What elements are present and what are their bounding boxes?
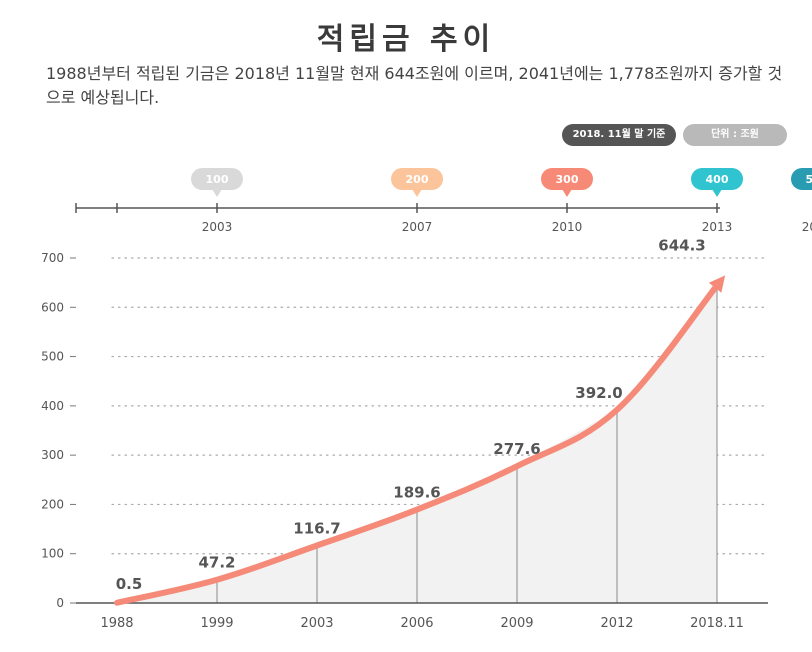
data-label: 116.7 bbox=[293, 519, 340, 537]
data-label: 644.3 bbox=[658, 236, 705, 254]
timeline-year-label: 2003 bbox=[202, 220, 233, 234]
milestone-timeline: 2003100200720020103002013400201550020176… bbox=[75, 168, 812, 234]
milestone-marker: 300 bbox=[541, 168, 593, 197]
y-tick-label: 700 bbox=[41, 251, 64, 265]
milestone-pointer bbox=[412, 189, 422, 197]
y-tick-label: 400 bbox=[41, 399, 64, 413]
data-label: 189.6 bbox=[393, 484, 440, 502]
series-line bbox=[114, 282, 720, 606]
chart-title: 적립금 추이 bbox=[316, 22, 496, 57]
data-label: 392.0 bbox=[575, 384, 622, 402]
x-tick-label: 2003 bbox=[300, 616, 333, 631]
milestone-pointer bbox=[562, 189, 572, 197]
x-tick-label: 1999 bbox=[200, 616, 233, 631]
milestone-marker: 400 bbox=[691, 168, 743, 197]
y-tick-label: 300 bbox=[41, 448, 64, 462]
milestone-pill bbox=[391, 168, 443, 190]
x-tick-label: 2018.11 bbox=[690, 616, 744, 631]
milestone-pointer bbox=[212, 189, 222, 197]
data-label: 47.2 bbox=[198, 554, 235, 572]
timeline-year-label: 2010 bbox=[552, 220, 583, 234]
timeline-year-label: 2007 bbox=[402, 220, 433, 234]
y-tick-label: 500 bbox=[41, 350, 64, 364]
y-tick-label: 100 bbox=[41, 547, 64, 561]
milestone-pill bbox=[191, 168, 243, 190]
y-tick-label: 200 bbox=[41, 497, 64, 511]
x-tick-label: 1988 bbox=[100, 616, 133, 631]
date-badge: 2018. 11월 말 기준 bbox=[562, 124, 676, 146]
milestone-value-label: 200 bbox=[406, 173, 429, 186]
x-tick-label: 2012 bbox=[600, 616, 633, 631]
milestone-pill bbox=[541, 168, 593, 190]
chart-subtitle: 1988년부터 적립된 기금은 2018년 11월말 현재 644조원에 이르며… bbox=[46, 64, 783, 107]
area-fill bbox=[117, 285, 717, 603]
timeline-year-label: 2015 bbox=[802, 220, 812, 234]
milestone-pill bbox=[691, 168, 743, 190]
milestone-value-label: 500 bbox=[806, 173, 812, 186]
y-tick-label: 0 bbox=[56, 596, 64, 610]
data-label: 277.6 bbox=[493, 440, 540, 458]
milestone-marker: 500 bbox=[791, 168, 812, 190]
milestone-value-label: 100 bbox=[206, 173, 229, 186]
data-label: 0.5 bbox=[116, 575, 143, 593]
milestone-pill bbox=[791, 168, 812, 190]
x-tick-label: 2006 bbox=[400, 616, 433, 631]
milestone-marker: 200 bbox=[391, 168, 443, 197]
timeline-year-label: 2013 bbox=[702, 220, 733, 234]
y-tick-label: 600 bbox=[41, 300, 64, 314]
series-arrow-head bbox=[708, 275, 726, 293]
milestone-marker: 100 bbox=[191, 168, 243, 197]
milestone-pointer bbox=[712, 189, 722, 197]
unit-badge: 단위 : 조원 bbox=[683, 124, 787, 146]
milestone-value-label: 300 bbox=[556, 173, 579, 186]
milestone-value-label: 400 bbox=[706, 173, 729, 186]
x-tick-label: 2009 bbox=[500, 616, 533, 631]
